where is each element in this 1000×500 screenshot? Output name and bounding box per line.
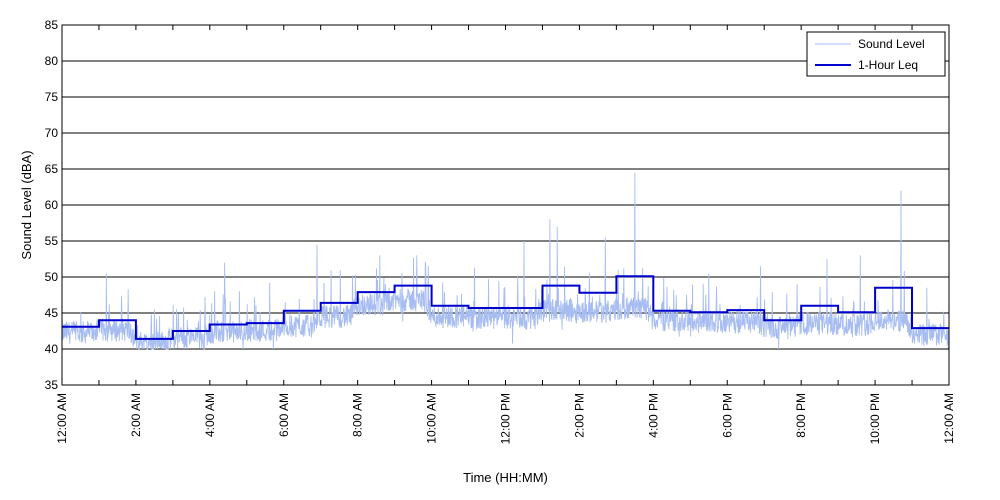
- y-tick-label-50: 50: [45, 270, 59, 284]
- y-tick-label-60: 60: [45, 198, 59, 212]
- y-tick-label-80: 80: [45, 54, 59, 68]
- y-tick-label-75: 75: [45, 90, 59, 104]
- x-tick-label-8: 4:00 PM: [646, 393, 660, 438]
- x-tick-label-11: 10:00 PM: [868, 393, 882, 444]
- x-tick-label-10: 8:00 PM: [794, 393, 808, 438]
- leq-step-line: [62, 275, 949, 340]
- legend-entry-1-hour-leq: 1-Hour Leq: [858, 58, 918, 72]
- y-tick-label-55: 55: [45, 234, 59, 248]
- x-tick-label-3: 6:00 AM: [277, 393, 291, 437]
- series-1-hour-leq: [62, 275, 949, 340]
- x-tick-label-4: 8:00 AM: [351, 393, 365, 437]
- y-tick-label-65: 65: [45, 162, 59, 176]
- y-tick-label-85: 85: [45, 18, 59, 32]
- x-tick-label-12: 12:00 AM: [942, 393, 956, 444]
- x-tick-label-7: 2:00 PM: [572, 393, 586, 438]
- legend-entry-sound-level: Sound Level: [858, 37, 925, 51]
- y-tick-label-70: 70: [45, 126, 59, 140]
- legend: Sound Level 1-Hour Leq: [806, 31, 946, 77]
- y-tick-label-40: 40: [45, 342, 59, 356]
- x-tick-label-9: 6:00 PM: [720, 393, 734, 438]
- y-tick-label-35: 35: [45, 378, 59, 392]
- x-tick-label-5: 10:00 AM: [425, 393, 439, 444]
- x-tick-label-2: 4:00 AM: [203, 393, 217, 437]
- x-axis-label: Time (HH:MM): [463, 470, 548, 485]
- y-axis-label: Sound Level (dBA): [19, 150, 34, 259]
- x-axis: 12:00 AM 2:00 AM 4:00 AM 6:00 AM 8:00 AM 10:0…: [55, 25, 956, 444]
- y-axis: 35 40 45 50 55 60 65 70 75 80 85: [45, 18, 949, 392]
- x-tick-label-6: 12:00 PM: [499, 393, 513, 444]
- x-tick-label-1: 2:00 AM: [129, 393, 143, 437]
- legend-box: [806, 31, 946, 77]
- y-tick-label-45: 45: [45, 306, 59, 320]
- x-tick-label-0: 12:00 AM: [55, 393, 69, 444]
